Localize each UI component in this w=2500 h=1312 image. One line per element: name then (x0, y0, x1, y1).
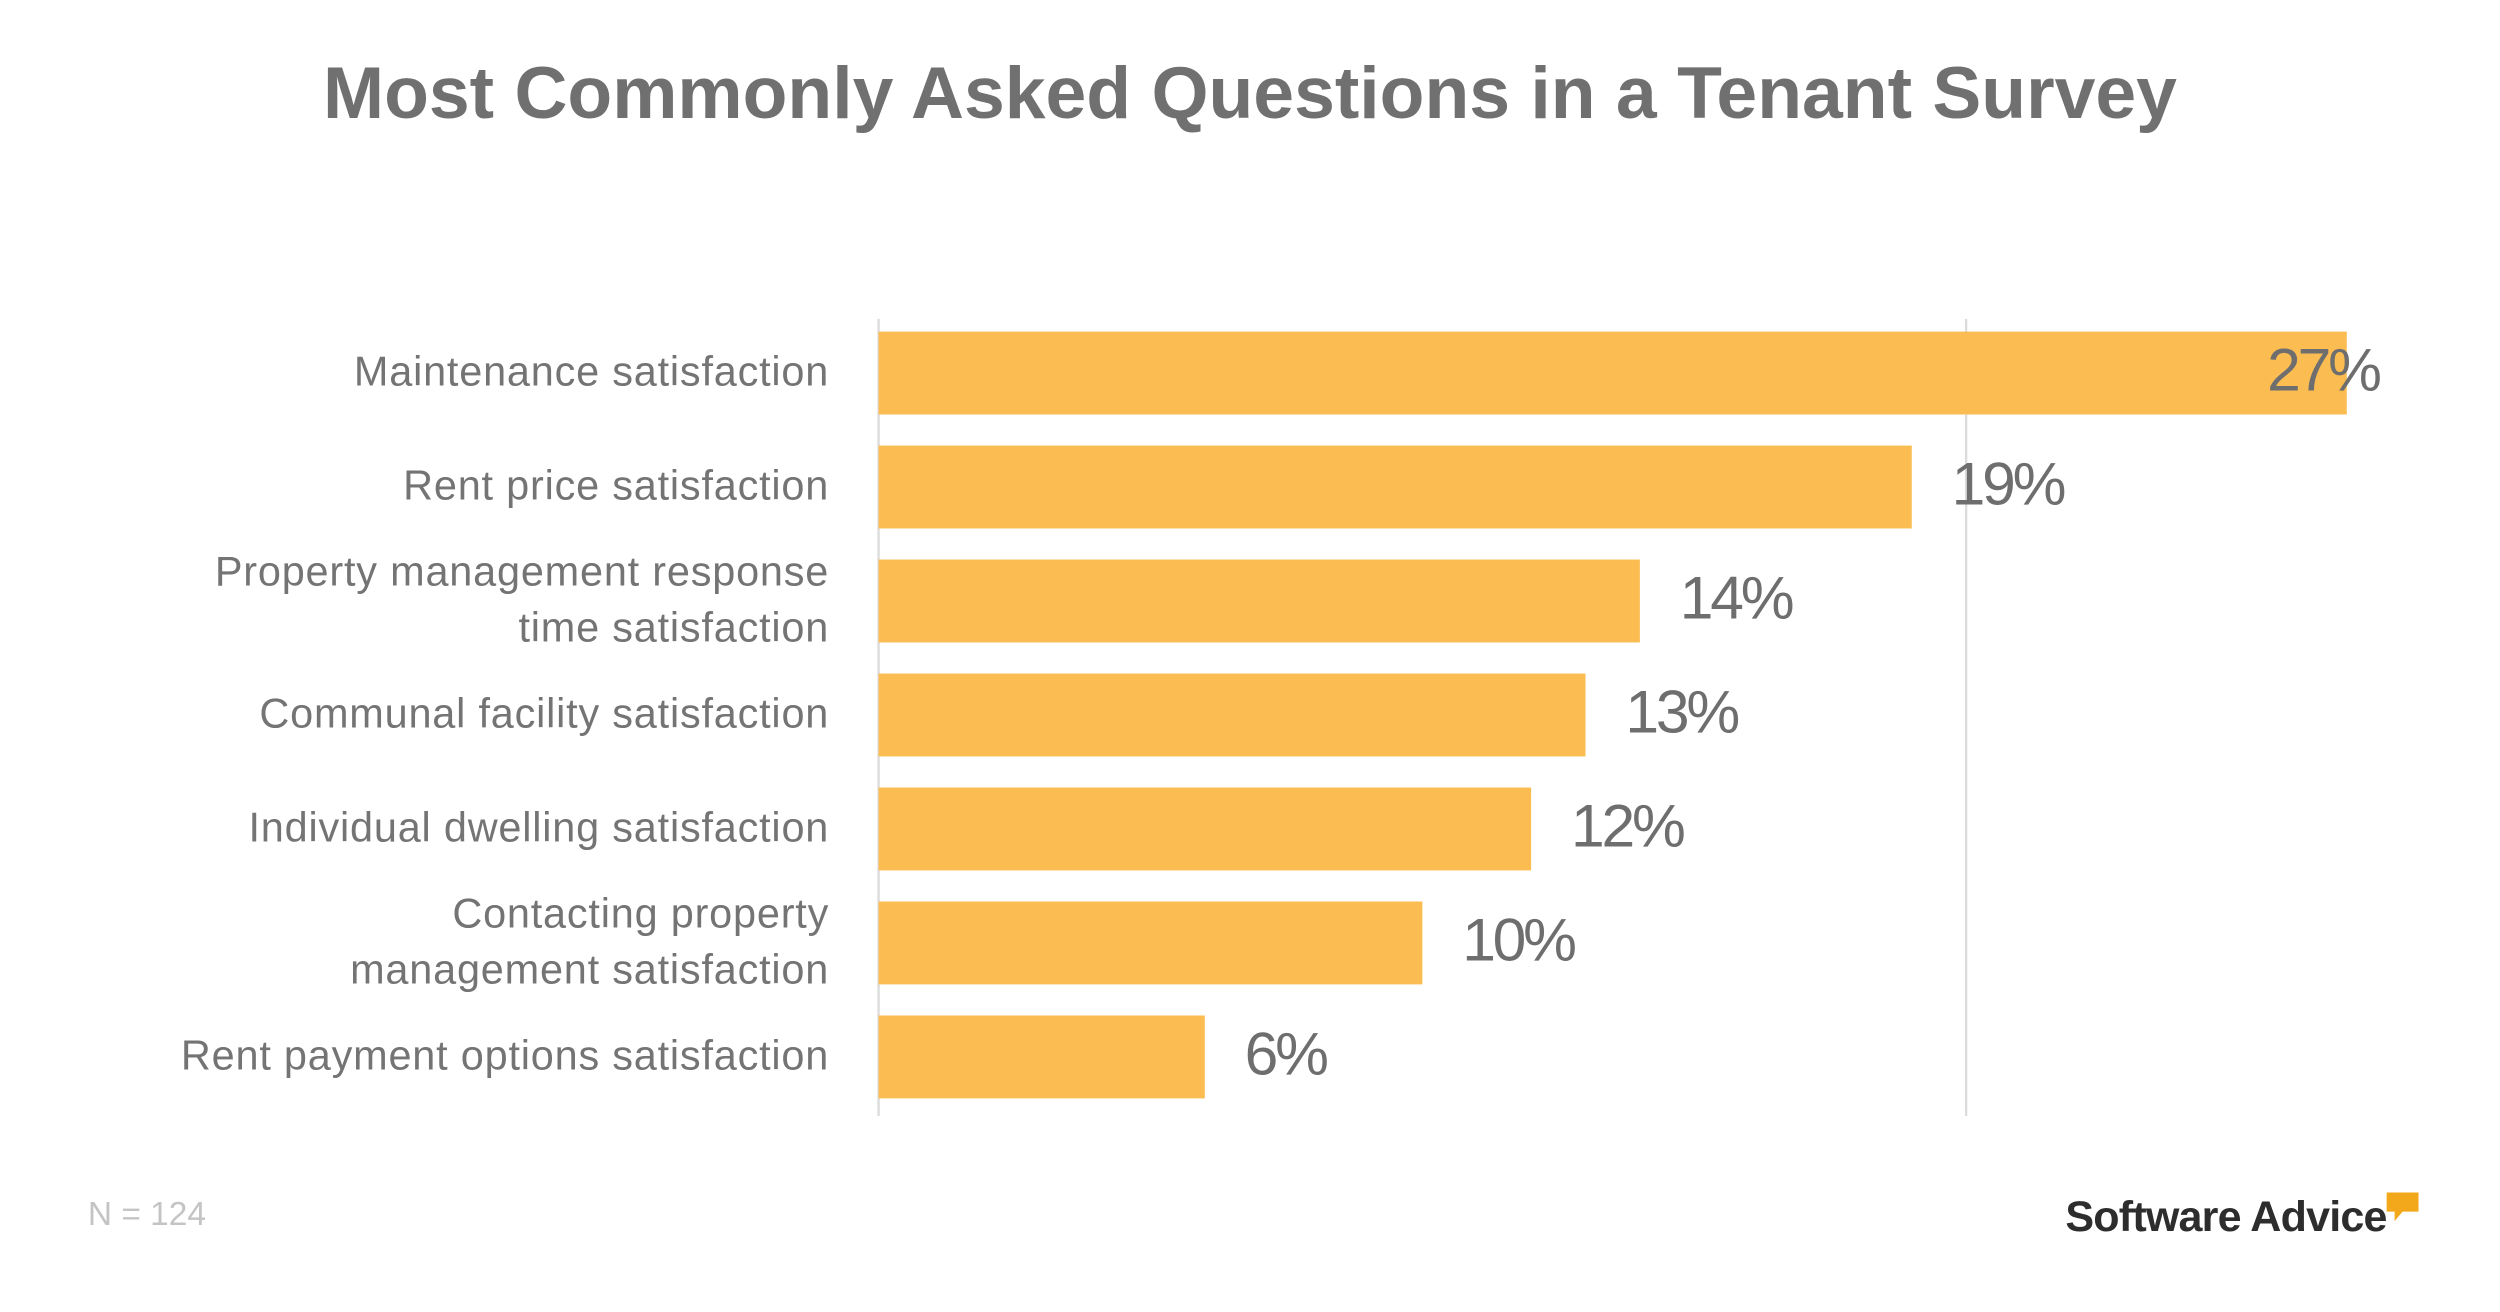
bar (878, 331, 2347, 415)
value-label: 10% (1462, 906, 1575, 974)
footnote: N = 124 (88, 1196, 206, 1233)
logo: Software Advice (2065, 1192, 2419, 1241)
value-label: 13% (1625, 678, 1738, 746)
y-tick-label: Contacting property management satisfacti… (350, 890, 829, 993)
y-tick-label: Rent price satisfaction (403, 462, 829, 509)
bar (878, 901, 1423, 985)
bar (878, 787, 1532, 871)
value-label: 19% (1952, 450, 2065, 518)
y-tick-label: Individual dwelling satisfaction (249, 804, 830, 851)
value-label: 14% (1680, 564, 1793, 632)
bar (878, 673, 1586, 757)
y-tick-label: Communal facility satisfaction (259, 690, 829, 737)
value-label: 12% (1571, 792, 1684, 860)
y-tick-label: Property management response time satisfa… (215, 548, 829, 651)
bar (878, 559, 1640, 643)
logo-text: Software Advice (2065, 1193, 2386, 1241)
bar (878, 1015, 1205, 1099)
y-tick-label: Rent payment options satisfaction (181, 1031, 829, 1078)
value-label: 6% (1245, 1020, 1327, 1088)
logo-icon (2386, 1192, 2419, 1222)
value-label: 27% (2267, 336, 2380, 404)
bar (878, 445, 1912, 529)
chart-title: Most Commonly Asked Questions in a Tenan… (323, 52, 2177, 134)
y-tick-label: Maintenance satisfaction (354, 348, 829, 395)
